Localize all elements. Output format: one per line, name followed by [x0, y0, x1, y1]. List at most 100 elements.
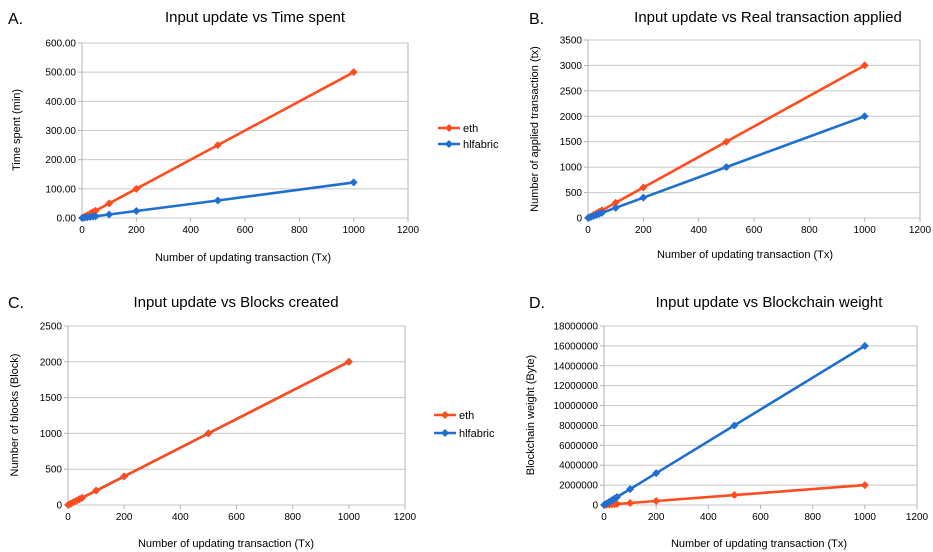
data-point-eth [92, 486, 101, 495]
y-axis-label: Number of blocks (Block) [9, 354, 21, 477]
y-axis-label: Time spent (min) [11, 89, 23, 171]
panel-letter: A. [8, 11, 23, 28]
chart-title: Input update vs Blockchain weight [656, 294, 884, 311]
y-tick-label: 0.00 [57, 214, 77, 225]
y-tick-label: 10000000 [554, 401, 599, 412]
y-tick-label: 2500 [560, 86, 583, 97]
data-point-hlfabric [652, 469, 661, 478]
data-point-eth [344, 357, 353, 366]
y-tick-label: 0 [56, 501, 62, 512]
y-tick-label: 2000000 [559, 481, 598, 492]
chart-title: Input update vs Time spent [165, 9, 346, 26]
x-axis-label: Number of updating transaction (Tx) [155, 252, 331, 264]
y-tick-label: 3500 [560, 36, 583, 47]
data-point-hlfabric [349, 178, 358, 187]
y-tick-label: 1500 [40, 393, 63, 404]
data-point-eth [204, 429, 213, 438]
y-tick-label: 18000000 [554, 322, 599, 333]
x-tick-label: 0 [601, 512, 607, 523]
data-point-hlfabric [611, 203, 620, 212]
legend-swatch-marker [441, 429, 449, 437]
data-point-eth [652, 497, 661, 506]
x-tick-label: 400 [172, 512, 189, 523]
x-tick-label: 200 [648, 512, 665, 523]
x-tick-label: 400 [700, 512, 717, 523]
x-tick-label: 800 [291, 225, 308, 236]
y-tick-label: 2000 [560, 112, 583, 123]
panel-letter: B. [529, 11, 544, 28]
legend-swatch-marker [441, 411, 449, 419]
data-point-hlfabric [132, 207, 141, 215]
x-tick-label: 200 [635, 225, 652, 236]
x-tick-label: 400 [690, 225, 707, 236]
chart-panel-b: B. Input update vs Real transaction appli… [529, 9, 932, 261]
x-tick-label: 1200 [909, 225, 932, 236]
x-tick-label: 400 [182, 225, 199, 236]
data-point-hlfabric [860, 112, 869, 121]
x-tick-label: 600 [752, 512, 769, 523]
data-point-eth [120, 472, 129, 481]
data-point-eth [132, 184, 141, 193]
data-point-eth [639, 183, 648, 192]
y-tick-label: 500.00 [45, 68, 76, 79]
chart-title: Input update vs Blocks created [133, 294, 338, 311]
x-tick-label: 1000 [338, 512, 361, 523]
x-tick-label: 200 [116, 512, 133, 523]
y-tick-label: 600.00 [45, 39, 76, 50]
panel-letter: C. [8, 295, 24, 312]
data-point-eth [626, 499, 635, 508]
data-point-eth [611, 198, 620, 207]
y-tick-label: 100.00 [45, 184, 76, 195]
data-point-eth [91, 206, 100, 215]
y-tick-label: 12000000 [554, 381, 599, 392]
y-tick-label: 2000 [40, 357, 63, 368]
x-tick-label: 1000 [854, 512, 877, 523]
panel-letter: D. [529, 295, 545, 312]
x-tick-label: 0 [585, 225, 591, 236]
data-point-eth [722, 137, 731, 146]
data-point-eth [78, 493, 87, 502]
y-tick-label: 14000000 [554, 361, 599, 372]
x-axis-label: Number of updating transaction (Tx) [657, 249, 833, 261]
chart-panel-c: C. Input update vs Blocks created 0 500 1000… [8, 294, 495, 550]
data-point-hlfabric [213, 196, 222, 205]
x-tick-label: 800 [801, 225, 818, 236]
y-tick-label: 400.00 [45, 97, 76, 108]
legend-label: eth [459, 410, 474, 422]
y-tick-label: 0 [576, 214, 582, 225]
legend-label: eth [463, 123, 478, 135]
x-axis-label: Number of updating transaction (Tx) [671, 538, 847, 550]
x-tick-label: 0 [79, 225, 85, 236]
data-point-eth [213, 141, 222, 150]
y-tick-label: 1500 [560, 137, 583, 148]
x-tick-label: 600 [746, 225, 763, 236]
data-point-hlfabric [597, 208, 606, 217]
data-point-eth [349, 68, 358, 77]
y-tick-label: 200.00 [45, 155, 76, 166]
y-tick-label: 8000000 [559, 421, 598, 432]
y-tick-label: 3000 [560, 61, 583, 72]
data-point-eth [860, 481, 869, 490]
legend-swatch-marker [445, 140, 453, 148]
chart-panel-d: D. Input update vs Blockchain weight 0 2000… [525, 294, 929, 550]
data-point-hlfabric [626, 485, 635, 494]
x-tick-label: 200 [128, 225, 145, 236]
x-tick-label: 1200 [906, 512, 929, 523]
data-point-hlfabric [722, 163, 731, 172]
y-tick-label: 4000000 [559, 461, 598, 472]
data-point-hlfabric [860, 341, 869, 350]
x-tick-label: 1200 [394, 512, 417, 523]
chart-panel-a: A. Input update vs Time spent 0.00 100.00 20… [8, 9, 499, 264]
y-axis-label: Number of applied transaction (tx) [529, 46, 541, 212]
y-tick-label: 300.00 [45, 126, 76, 137]
x-tick-label: 800 [284, 512, 301, 523]
x-tick-label: 600 [228, 512, 245, 523]
y-tick-label: 1000 [560, 163, 583, 174]
plot-area [603, 325, 918, 506]
y-tick-label: 2500 [40, 322, 63, 333]
legend-swatch-marker [445, 124, 453, 132]
y-tick-label: 1000 [40, 429, 63, 440]
legend-label: hlfabric [463, 139, 499, 151]
data-point-hlfabric [91, 212, 100, 221]
